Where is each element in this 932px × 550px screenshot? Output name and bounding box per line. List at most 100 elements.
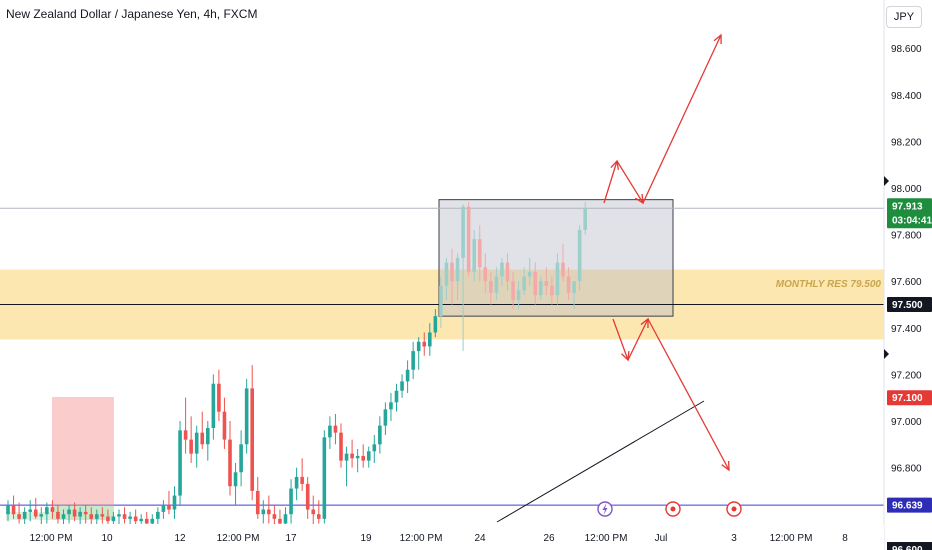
candle-body (172, 495, 177, 510)
candle-body (405, 369, 410, 382)
candle-body (350, 453, 354, 459)
resistance-label: MONTHLY RES 79.500 (776, 279, 882, 290)
price-tag-value: 97.100 (892, 393, 923, 404)
price-tag-0[interactable] (887, 198, 932, 229)
candle-body (344, 453, 349, 461)
candle-body (289, 488, 293, 515)
y-tick-label: 97.400 (891, 324, 922, 335)
candle-body (95, 514, 99, 519)
candle-body (255, 490, 260, 515)
candle-body (555, 262, 560, 296)
candle-body (516, 290, 521, 300)
candle-body (22, 511, 27, 519)
x-tick-label: 12:00 PM (770, 533, 813, 544)
candle-body (228, 439, 232, 487)
candle-body (28, 509, 32, 512)
arrow-pullback (616, 160, 644, 204)
candle-body (372, 444, 377, 452)
candle-body (100, 514, 105, 517)
candle-body (561, 262, 565, 277)
y-tick-label: 96.800 (891, 464, 922, 475)
candle-body (61, 514, 66, 519)
candle-body (72, 509, 77, 517)
candle-body (328, 425, 332, 438)
price-tag-1[interactable] (887, 297, 932, 312)
candle-body (283, 514, 288, 524)
candle-body (17, 514, 21, 519)
candle-body (400, 381, 404, 391)
candle-body (311, 509, 316, 515)
record-icon-dot (670, 506, 676, 512)
candle-body (50, 507, 55, 512)
candle-body (539, 281, 543, 296)
candle-body (505, 262, 510, 282)
candle-body (78, 511, 82, 517)
candle-body (522, 276, 526, 291)
candle-body (300, 476, 304, 484)
chart-title: New Zealand Dollar / Japanese Yen, 4h, F… (6, 7, 258, 21)
candle-body (211, 383, 216, 428)
candle-body (411, 351, 415, 370)
take-profit-zone (52, 506, 114, 520)
y-tick-label: 97.200 (891, 370, 922, 381)
candle-body (278, 518, 282, 524)
candle-body (378, 425, 382, 445)
candle-body (133, 516, 138, 522)
x-tick-label: 12:00 PM (30, 533, 73, 544)
candle-body (83, 511, 88, 515)
candle-body (189, 439, 193, 454)
candle-body (178, 430, 182, 496)
candle-body (383, 409, 388, 426)
candle-body (577, 229, 582, 282)
candle-body (428, 332, 432, 347)
candle-body (6, 504, 10, 515)
price-tag-partial (887, 542, 932, 550)
candle-body (477, 239, 482, 268)
candle-body (450, 262, 454, 282)
candle-body (250, 388, 254, 491)
candle-body (544, 281, 549, 286)
record-icon[interactable] (665, 501, 681, 517)
record-icon[interactable] (726, 501, 742, 517)
candle-body (117, 514, 121, 517)
candle-body (150, 518, 155, 524)
candle-body (56, 511, 60, 519)
candle-body (139, 518, 143, 522)
candle-body (461, 206, 465, 258)
x-tick-label: 8 (842, 533, 848, 544)
candle-body (239, 444, 243, 473)
y-tick-label: 98.400 (891, 91, 922, 102)
candle-body (305, 483, 310, 510)
price-tag-2[interactable] (887, 390, 932, 406)
candle-body (361, 455, 365, 461)
candle-body (39, 514, 44, 517)
candle-body (583, 208, 587, 230)
lightning-icon[interactable] (597, 501, 613, 517)
candle-body (267, 509, 271, 515)
x-tick-label: 12:00 PM (400, 533, 443, 544)
candle-body (339, 432, 343, 461)
candle-body (106, 516, 110, 522)
x-tick-label: Jul (655, 533, 668, 544)
price-tag-partial-value: 96.600 (892, 545, 923, 550)
candle-body (161, 504, 166, 512)
candle-body (455, 257, 460, 282)
currency-button[interactable]: JPY (886, 6, 922, 28)
candle-body (355, 455, 360, 459)
candle-body (33, 509, 38, 517)
candle-body (261, 509, 266, 515)
candle-body (416, 341, 421, 352)
y-tick-label: 98.200 (891, 137, 922, 148)
alert-marker-icon (884, 176, 889, 186)
candle-body (111, 516, 116, 522)
price-tag-value: 96.639 (892, 501, 923, 512)
candle-body (466, 206, 471, 272)
candle-body (194, 432, 199, 454)
stop-loss-zone (52, 397, 114, 506)
candle-body (394, 390, 399, 403)
y-tick-label: 97.000 (891, 417, 922, 428)
candle-body (272, 514, 277, 519)
price-tag-3[interactable] (887, 497, 932, 513)
x-tick-label: 24 (474, 533, 486, 544)
